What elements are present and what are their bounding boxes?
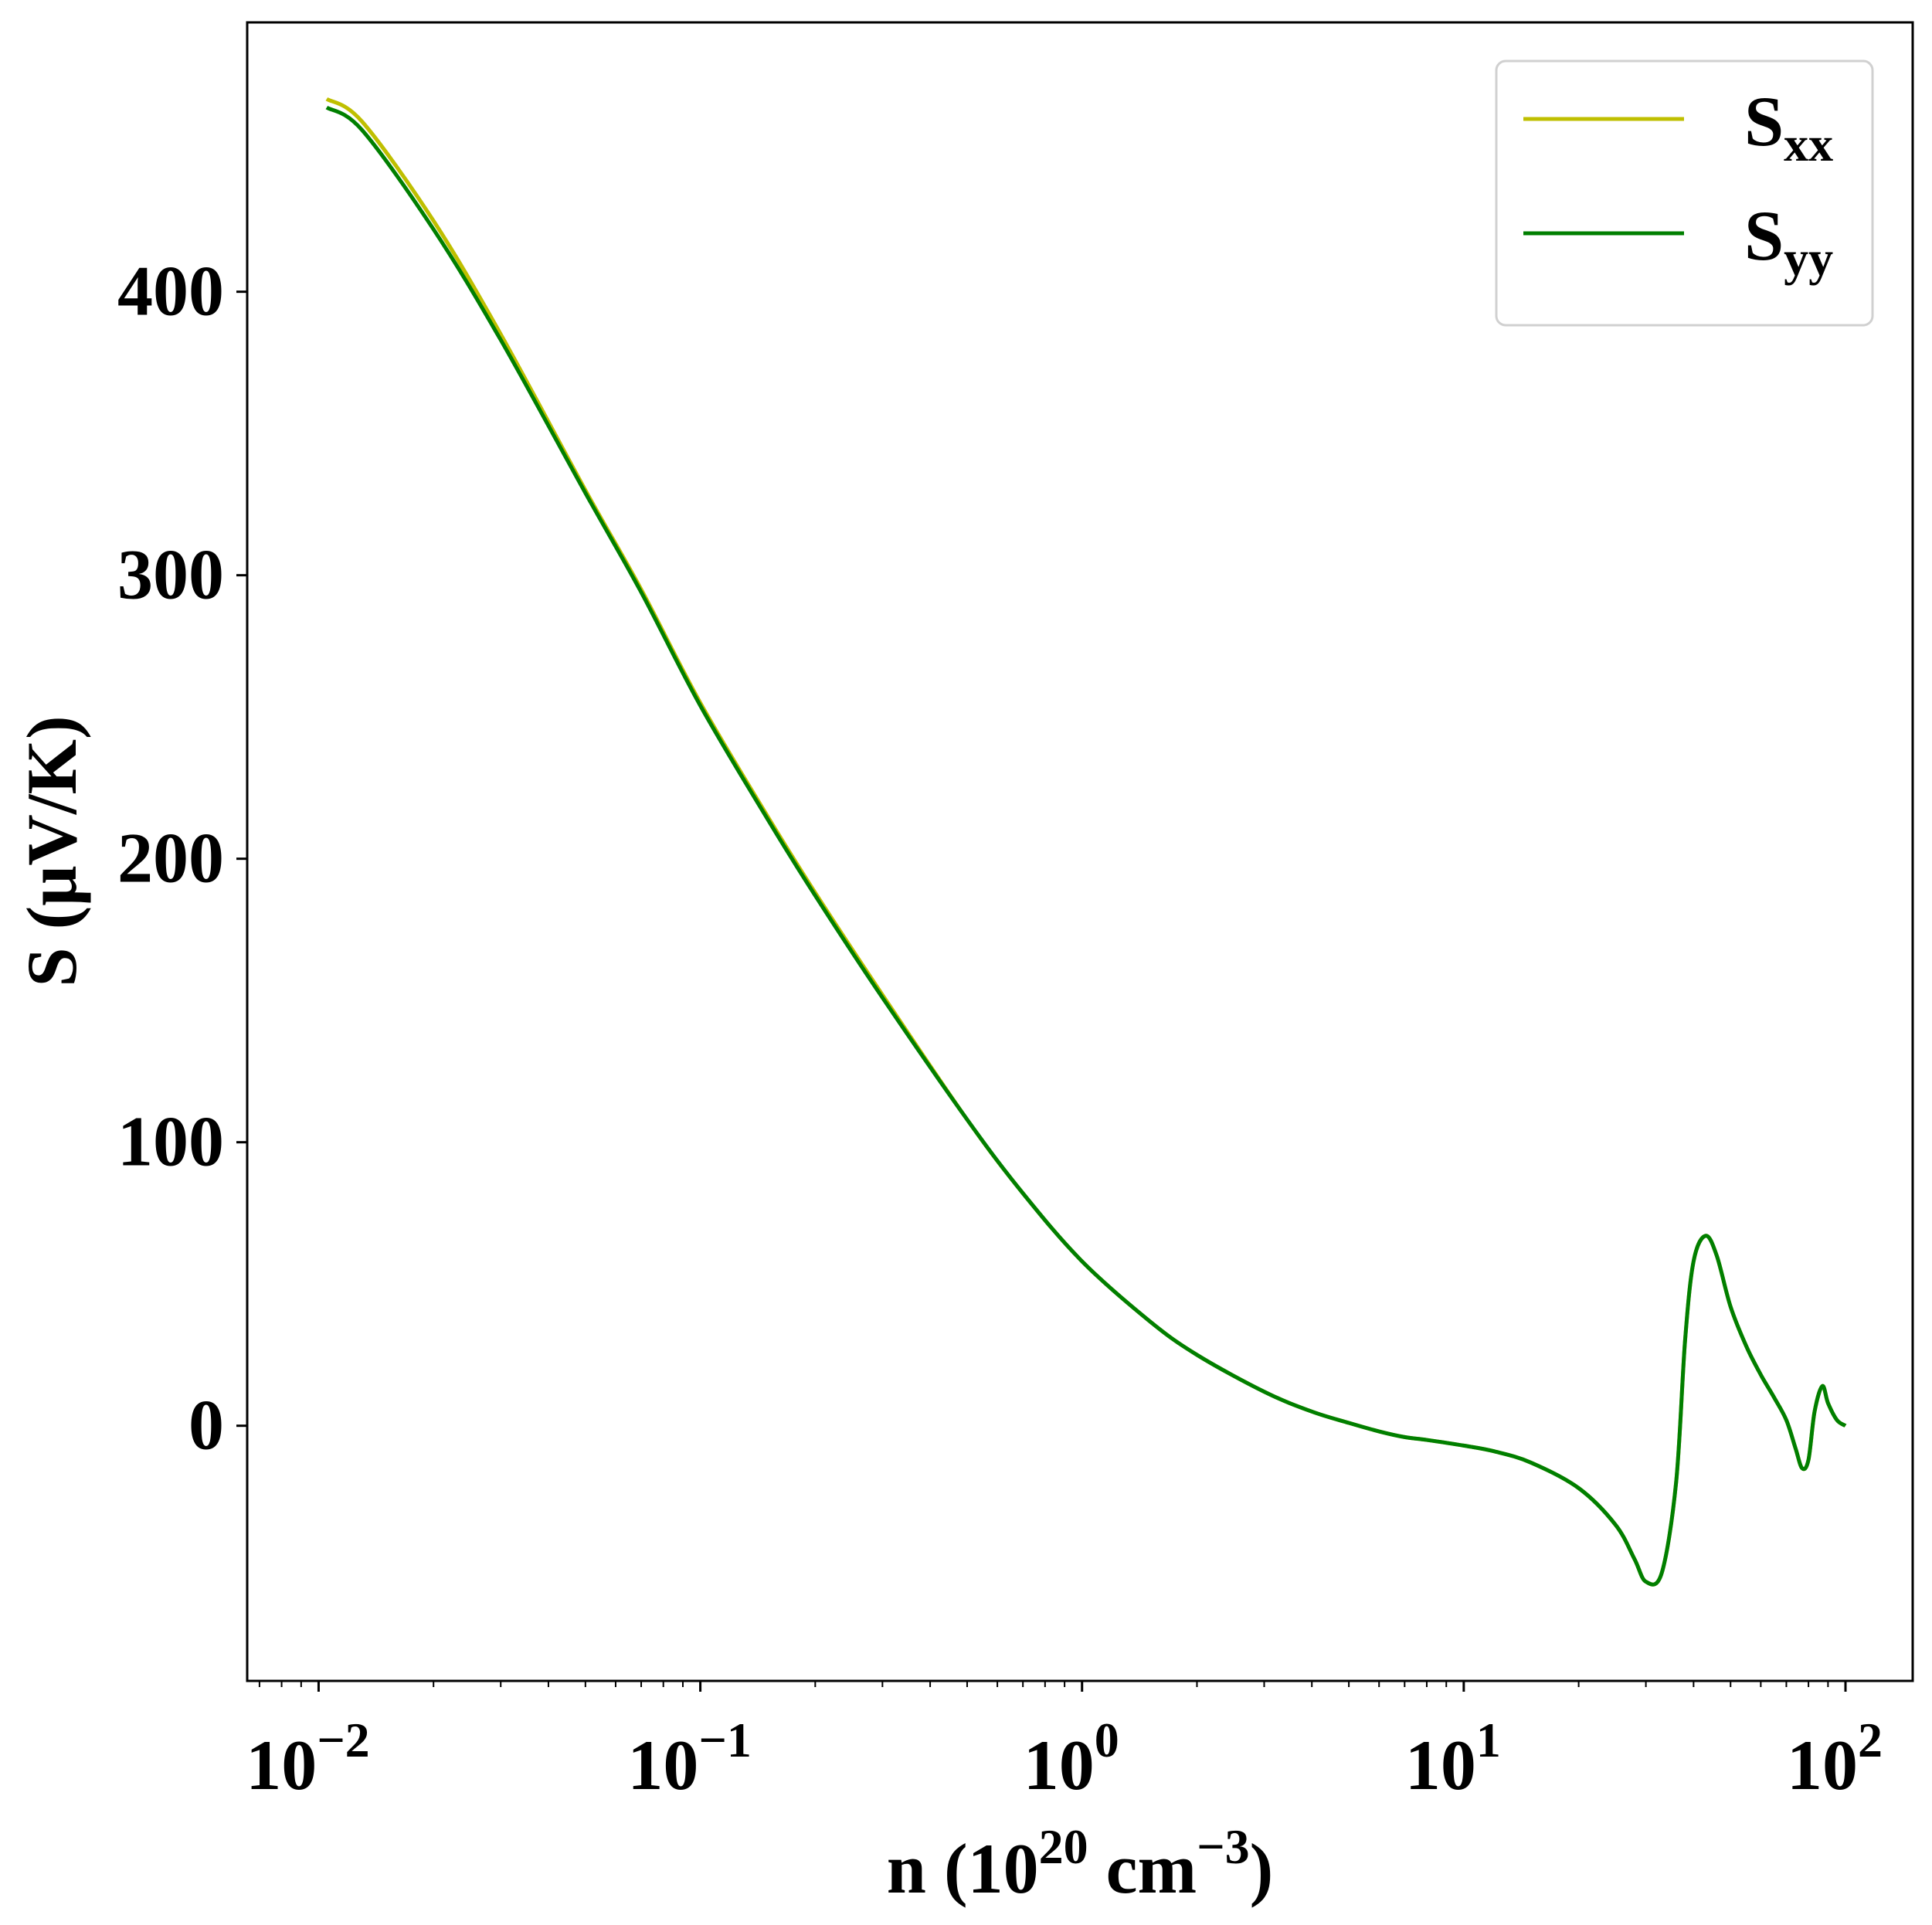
x-tick-label-base: 10 xyxy=(627,1726,698,1804)
x-axis: 10−2 10−1 100 101 102 xyxy=(246,1681,1883,1804)
x-tick-label-base: 10 xyxy=(1024,1726,1095,1804)
x-tick-label: 10−1 xyxy=(627,1713,751,1804)
legend: Sxx Syy xyxy=(1495,59,1874,327)
x-tick-label-exponent: −1 xyxy=(698,1713,751,1767)
x-axis-title-sup1: 20 xyxy=(1039,1819,1088,1874)
x-tick-label-exponent: 1 xyxy=(1476,1713,1501,1767)
legend-label-syy: Syy xyxy=(1744,196,1833,286)
x-axis-title-end: ) xyxy=(1250,1829,1274,1908)
plot-frame xyxy=(246,21,1914,1682)
y-tick-label: 200 xyxy=(117,819,224,898)
x-tick-label-base: 10 xyxy=(1405,1726,1476,1804)
x-tick-label: 101 xyxy=(1405,1713,1501,1804)
legend-label-syy-sub: yy xyxy=(1784,231,1833,286)
x-axis-title-base: n (10 xyxy=(887,1829,1039,1908)
y-tick-label: 400 xyxy=(117,252,224,331)
x-tick-label: 100 xyxy=(1024,1713,1119,1804)
legend-box xyxy=(1495,59,1874,327)
x-axis-title-mid: cm xyxy=(1088,1829,1197,1908)
y-axis: 0 100 200 300 400 xyxy=(117,252,247,1465)
y-tick-label: 100 xyxy=(117,1102,224,1181)
x-axis-title-sup2: −3 xyxy=(1197,1819,1249,1874)
y-axis-title: S (μV/K) xyxy=(12,715,91,986)
x-tick-label: 10−2 xyxy=(246,1713,369,1804)
x-tick-label: 102 xyxy=(1787,1713,1883,1804)
x-tick-label-base: 10 xyxy=(1787,1726,1858,1804)
x-tick-label-base: 10 xyxy=(246,1726,317,1804)
x-tick-label-exponent: 2 xyxy=(1858,1713,1883,1767)
y-tick-label: 0 xyxy=(188,1386,224,1465)
series-layer xyxy=(325,97,1847,1587)
x-axis-title: n (1020 cm−3) xyxy=(887,1819,1273,1908)
legend-label-sxx-sub: xx xyxy=(1784,117,1833,171)
x-tick-label-exponent: −2 xyxy=(317,1713,369,1767)
legend-label-sxx-main: S xyxy=(1744,82,1784,161)
series-line-syy xyxy=(325,105,1847,1587)
legend-label-syy-main: S xyxy=(1744,196,1784,275)
x-tick-label-exponent: 0 xyxy=(1095,1713,1119,1767)
y-tick-label: 300 xyxy=(117,535,224,614)
legend-label-sxx: Sxx xyxy=(1744,82,1833,171)
